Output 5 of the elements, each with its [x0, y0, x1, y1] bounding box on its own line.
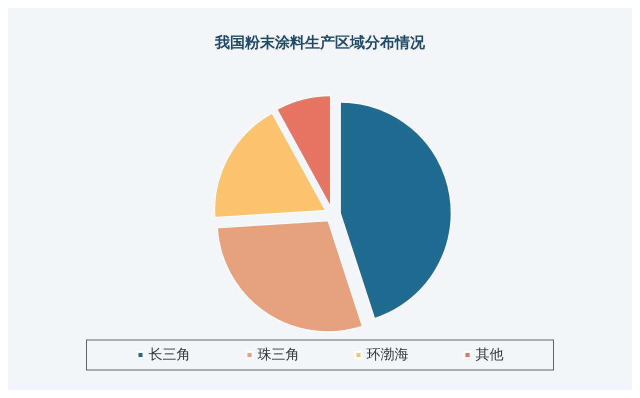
legend-label: 环渤海	[366, 347, 408, 363]
legend-label: 其他	[476, 347, 504, 363]
chart-title: 我国粉末涂料生产区域分布情况	[214, 34, 426, 52]
legend-label: 珠三角	[258, 347, 300, 363]
legend-label: 长三角	[148, 347, 190, 363]
